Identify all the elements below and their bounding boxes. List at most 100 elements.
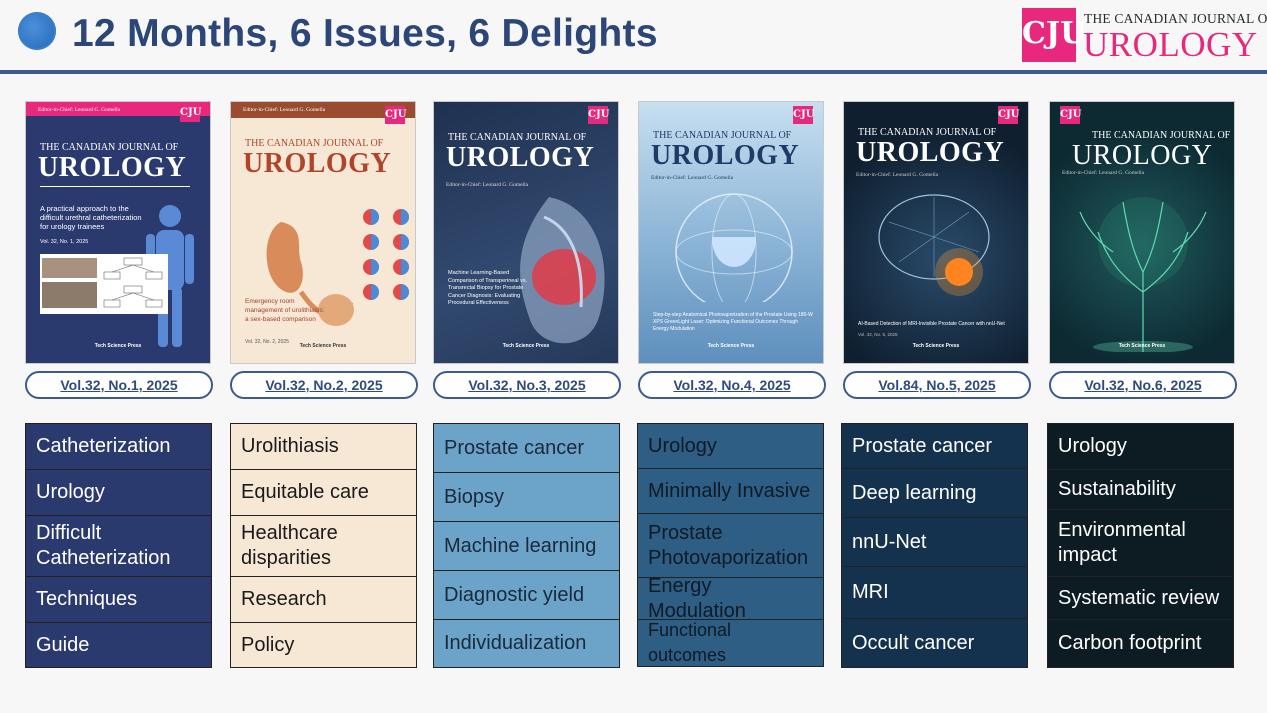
issue-column-2: Editor-in-Chief: Leonard G. Gomella CJU … [230, 101, 418, 399]
cover-publisher: Tech Science Press [299, 343, 347, 349]
keyword-cell: Environmental impact [1048, 510, 1233, 577]
issue-column-3: CJU THE CANADIAN JOURNAL OF UROLOGY Edit… [433, 101, 621, 399]
issue-cover-3[interactable]: CJU THE CANADIAN JOURNAL OF UROLOGY Edit… [433, 101, 619, 364]
cover-editor: Editor-in-Chief: Leonard G. Gomella [38, 107, 121, 113]
cover-editor: Editor-in-Chief: Leonard G. Gomella [243, 107, 326, 113]
cover-publisher: Tech Science Press [94, 343, 142, 349]
keyword-cell: Equitable care [231, 470, 416, 516]
keyword-list-3: Prostate cancer Biopsy Machine learning … [433, 423, 620, 668]
cover-publisher: Tech Science Press [502, 343, 550, 349]
keyword-cell: Diagnostic yield [434, 571, 619, 620]
issue-cover-5[interactable]: CJU THE CANADIAN JOURNAL OF UROLOGY Edit… [843, 101, 1029, 364]
cju-logo-icon: CJU [1022, 8, 1086, 62]
cover-text: AI-Based Detection of MRI-Invisible Pros… [858, 321, 1005, 327]
keyword-cell: MRI [842, 567, 1027, 619]
cover-publisher: Tech Science Press [912, 343, 960, 349]
cover-journal: THE CANADIAN JOURNAL OF [1092, 130, 1231, 141]
issue-volume-link-3[interactable]: Vol.32, No.3, 2025 [433, 371, 621, 399]
issue-volume-link-6[interactable]: Vol.32, No.6, 2025 [1049, 371, 1237, 399]
issue-column-5: CJU THE CANADIAN JOURNAL OF UROLOGY Edit… [843, 101, 1031, 399]
cover-badge-icon: CJU [385, 106, 406, 124]
keyword-cell: Urology [1048, 424, 1233, 470]
cover-title: UROLOGY [856, 137, 1005, 168]
issue-cover-4[interactable]: CJU THE CANADIAN JOURNAL OF UROLOGY Edit… [638, 101, 824, 364]
cover-badge-icon: CJU [588, 106, 609, 124]
cover-sub: Vol. 32, No. 2, 2025 [245, 339, 289, 345]
keyword-cell: Policy [241, 633, 295, 656]
logo-journal-line: THE CANADIAN JOURNAL OF [1084, 11, 1267, 26]
keyword-cell: Urolithiasis [231, 424, 416, 470]
title-bullet-icon [18, 12, 56, 50]
cover-figure [40, 254, 168, 314]
keyword-cell: Energy Modulation [638, 575, 823, 622]
keyword-cell: Deep learning [842, 469, 1027, 518]
cover-badge-icon: CJU [998, 106, 1019, 124]
cover-editor: Editor-in-Chief: Leonard G. Gomella [446, 182, 529, 188]
keyword-cell: Occult cancer [852, 631, 975, 654]
bladder-globe-illustration [675, 193, 793, 302]
kidney-infographic-icon [266, 209, 409, 326]
cover-editor: Editor-in-Chief: Leonard G. Gomella [1062, 170, 1145, 176]
cover-text: A practical approach to the difficult ur… [40, 204, 142, 231]
keyword-cell: Difficult Catheterization [26, 516, 211, 577]
brain-network-illustration [878, 194, 990, 296]
cover-journal: THE CANADIAN JOURNAL OF [448, 132, 587, 143]
cover-journal: THE CANADIAN JOURNAL OF [858, 127, 997, 138]
cover-text: Machine Learning-Based Comparison of Tra… [448, 270, 528, 306]
issue-volume-link-5[interactable]: Vol.84, No.5, 2025 [843, 371, 1031, 399]
keyword-cell: Prostate Photovaporization [638, 514, 823, 578]
cover-editor: Editor-in-Chief: Leonard G. Gomella [651, 175, 734, 181]
keyword-cell: Systematic review [1048, 577, 1233, 620]
issue-column-4: CJU THE CANADIAN JOURNAL OF UROLOGY Edit… [638, 101, 826, 399]
cover-badge-icon: CJU [1060, 106, 1081, 124]
keyword-cell: Techniques [26, 577, 211, 623]
cover-badge-icon: CJU [793, 106, 814, 124]
cover-journal: THE CANADIAN JOURNAL OF [245, 138, 384, 149]
issue-cover-1[interactable]: Editor-in-Chief: Leonard G. Gomella CJU … [25, 101, 211, 364]
keyword-cell: Urology [638, 424, 823, 469]
cover-text: Step-by-step Anatomical Photovaporizatio… [653, 312, 813, 332]
keyword-cell: Catheterization [26, 424, 211, 470]
keyword-cell: Research [231, 577, 416, 623]
keyword-cell: Functional outcomes [648, 620, 732, 665]
keyword-cell: Minimally Invasive [638, 469, 823, 514]
cover-sub: Vol. 32, No. 1, 2025 [40, 239, 89, 245]
keyword-cell: Urology [26, 470, 211, 516]
keyword-list-1: Catheterization Urology Difficult Cathet… [25, 423, 212, 668]
cover-publisher: Tech Science Press [1118, 343, 1166, 349]
journal-logo: CJU THE CANADIAN JOURNAL OF UROLOGY [1022, 8, 1267, 64]
cover-title: UROLOGY [1072, 140, 1213, 171]
keyword-cell: Machine learning [434, 522, 619, 571]
prostate-3d-illustration [520, 197, 605, 344]
cover-sub: Vol. 32, No. 5, 2025 [858, 332, 898, 337]
keyword-cell: Carbon footprint [1058, 632, 1202, 654]
keyword-list-4: Urology Minimally Invasive Prostate Phot… [637, 423, 824, 667]
cover-publisher: Tech Science Press [707, 343, 755, 349]
logo-urology: UROLOGY [1083, 25, 1258, 64]
cover-title: UROLOGY [243, 148, 392, 179]
cover-text: Emergency room management of urolithiasi… [245, 298, 325, 323]
issue-volume-link-1[interactable]: Vol.32, No.1, 2025 [25, 371, 213, 399]
keyword-cell: Prostate cancer [842, 424, 1027, 469]
keyword-cell: Sustainability [1048, 470, 1233, 510]
keyword-cell: Biopsy [434, 473, 619, 522]
keyword-list-5: Prostate cancer Deep learning nnU-Net MR… [841, 423, 1028, 668]
keyword-list-6: Urology Sustainability Environmental imp… [1047, 423, 1234, 668]
header-divider [0, 70, 1267, 74]
issue-cover-2[interactable]: Editor-in-Chief: Leonard G. Gomella CJU … [230, 101, 416, 364]
issue-volume-link-2[interactable]: Vol.32, No.2, 2025 [230, 371, 418, 399]
page-title: 12 Months, 6 Issues, 6 Delights [72, 12, 658, 55]
keyword-cell: Guide [36, 633, 90, 656]
issue-cover-6[interactable]: CJU THE CANADIAN JOURNAL OF UROLOGY Edit… [1049, 101, 1235, 364]
cover-title: UROLOGY [446, 142, 595, 173]
keyword-cell: Individualization [444, 632, 587, 654]
cover-badge-icon: CJU [180, 104, 201, 122]
keyword-list-2: Urolithiasis Equitable care Healthcare d… [230, 423, 417, 668]
cover-editor: Editor-in-Chief: Leonard G. Gomella [856, 172, 939, 178]
issue-column-6: CJU THE CANADIAN JOURNAL OF UROLOGY Edit… [1049, 101, 1237, 399]
keyword-cell: Healthcare disparities [231, 516, 416, 577]
cover-journal: THE CANADIAN JOURNAL OF [653, 130, 792, 141]
issue-volume-link-4[interactable]: Vol.32, No.4, 2025 [638, 371, 826, 399]
keyword-cell: Prostate cancer [434, 424, 619, 473]
circuit-tree-illustration [1079, 197, 1207, 352]
